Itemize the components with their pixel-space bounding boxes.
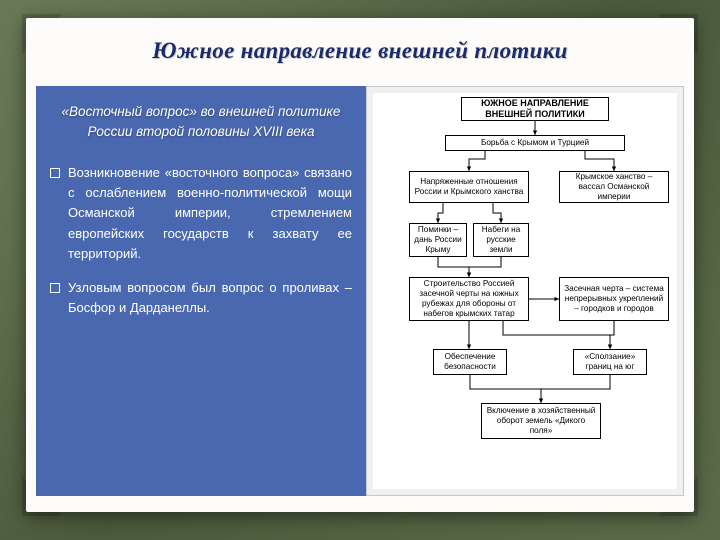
left-panel: «Восточный вопрос» во внешней политике Р…	[36, 86, 366, 496]
slide-paper: Южное направление внешней плотики «Восто…	[26, 18, 694, 512]
right-panel: ЮЖНОЕ НАПРАВЛЕНИЕ ВНЕШНЕЙ ПОЛИТИКИ Борьба…	[366, 86, 684, 496]
flowchart-node: «Сползание» границ на юг	[573, 349, 647, 375]
flowchart-node: Набеги на русские земли	[473, 223, 529, 257]
flowchart-node: Засечная черта – система непрерывных укр…	[559, 277, 669, 321]
slide-title: Южное направление внешней плотики	[36, 38, 684, 64]
flowchart-node: Строительство Россией засечной черты на …	[409, 277, 529, 321]
flowchart-diagram: ЮЖНОЕ НАПРАВЛЕНИЕ ВНЕШНЕЙ ПОЛИТИКИ Борьба…	[373, 93, 677, 489]
bullet-item: Возникновение «восточного вопроса» связа…	[50, 163, 352, 264]
content-row: «Восточный вопрос» во внешней политике Р…	[36, 86, 684, 496]
flowchart-node: Поминки – дань России Крыму	[409, 223, 467, 257]
flowchart-node: Крымское ханство – вассал Османской импе…	[559, 171, 669, 203]
flowchart-node: Борьба с Крымом и Турцией	[445, 135, 625, 151]
bullet-item: Узловым вопросом был вопрос о проливах –…	[50, 278, 352, 318]
left-subtitle: «Восточный вопрос» во внешней политике Р…	[50, 102, 352, 141]
flowchart-node: Напряженные отношения России и Крымского…	[409, 171, 529, 203]
flowchart-node: Включение в хозяйственный оборот земель …	[481, 403, 601, 439]
bullet-list: Возникновение «восточного вопроса» связа…	[50, 163, 352, 318]
flowchart-node: ЮЖНОЕ НАПРАВЛЕНИЕ ВНЕШНЕЙ ПОЛИТИКИ	[461, 97, 609, 121]
flowchart-node: Обеспечение безопасности	[433, 349, 507, 375]
